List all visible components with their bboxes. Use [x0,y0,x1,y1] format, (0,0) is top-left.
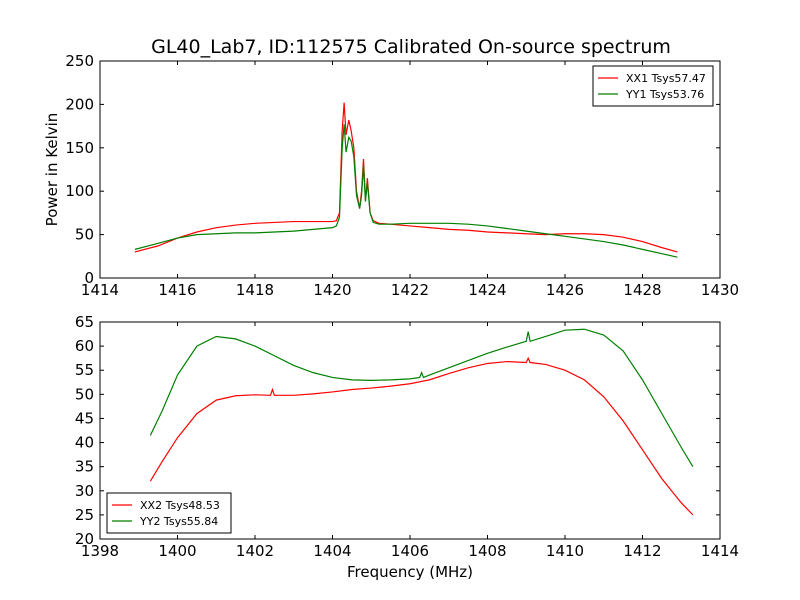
x-tick-label: 1402 [236,542,274,560]
y-tick-label: 25 [75,506,94,524]
y-tick-label: 50 [75,385,94,403]
legend-label: XX1 Tsys57.47 [626,72,706,85]
series-line-2 [134,124,678,258]
x-tick-label: 1426 [546,281,584,299]
y-tick-label: 65 [75,313,94,331]
series-line-2 [149,328,694,467]
x-tick-label: 1428 [623,281,661,299]
y-tick-label: 60 [75,337,94,355]
x-tick-label: 1412 [623,542,661,560]
y-tick-label: 200 [65,95,94,113]
x-axis-label: Frequency (MHz) [347,563,473,581]
x-tick-label: 1414 [701,542,739,560]
top-spectrum-plot: 1414 1416 1418 1420 1422 1424 1426 1428 1430 0 50 1… [43,52,739,299]
x-tick-label: 1410 [546,542,584,560]
y-tick-label: 100 [65,182,94,200]
y-tick-label: 20 [75,530,94,548]
series-line-1 [134,102,678,253]
legend-label: YY2 Tsys55.84 [139,515,218,528]
x-tick-label: 1416 [158,281,196,299]
y-tick-label: 45 [75,409,94,427]
x-tick-label: 1404 [313,542,351,560]
y-tick-label: 0 [84,269,94,287]
x-tick-label: 1430 [701,281,739,299]
x-tick-label: 1424 [468,281,506,299]
bottom-spectrum-plot: 1398 1400 1402 1404 1406 1408 1410 1412 1414 20 25… [75,313,739,581]
legend-label: XX2 Tsys48.53 [140,499,220,512]
y-tick-label: 40 [75,434,94,452]
series-line-1 [149,356,694,516]
x-tick-label: 1420 [313,281,351,299]
legend: XX2 Tsys48.53 YY2 Tsys55.84 [106,492,232,534]
figure-title: GL40_Lab7, ID:112575 Calibrated On-sourc… [151,36,671,58]
x-tick-label: 1406 [391,542,429,560]
y-tick-label: 50 [75,226,94,244]
y-tick-label: 150 [65,139,94,157]
x-tick-label: 1414 [81,281,119,299]
x-tick-label: 1398 [81,542,119,560]
y-tick-label: 55 [75,361,94,379]
legend-label: YY1 Tsys53.76 [625,88,704,101]
y-tick-label: 35 [75,458,94,476]
legend: XX1 Tsys57.47 YY1 Tsys53.76 [592,65,714,107]
x-tick-label: 1400 [158,542,196,560]
y-tick-label: 30 [75,482,94,500]
x-tick-label: 1408 [468,542,506,560]
x-tick-label: 1422 [391,281,429,299]
y-axis-label: Power in Kelvin [43,113,61,227]
x-tick-label: 1418 [236,281,274,299]
y-tick-label: 250 [65,52,94,70]
